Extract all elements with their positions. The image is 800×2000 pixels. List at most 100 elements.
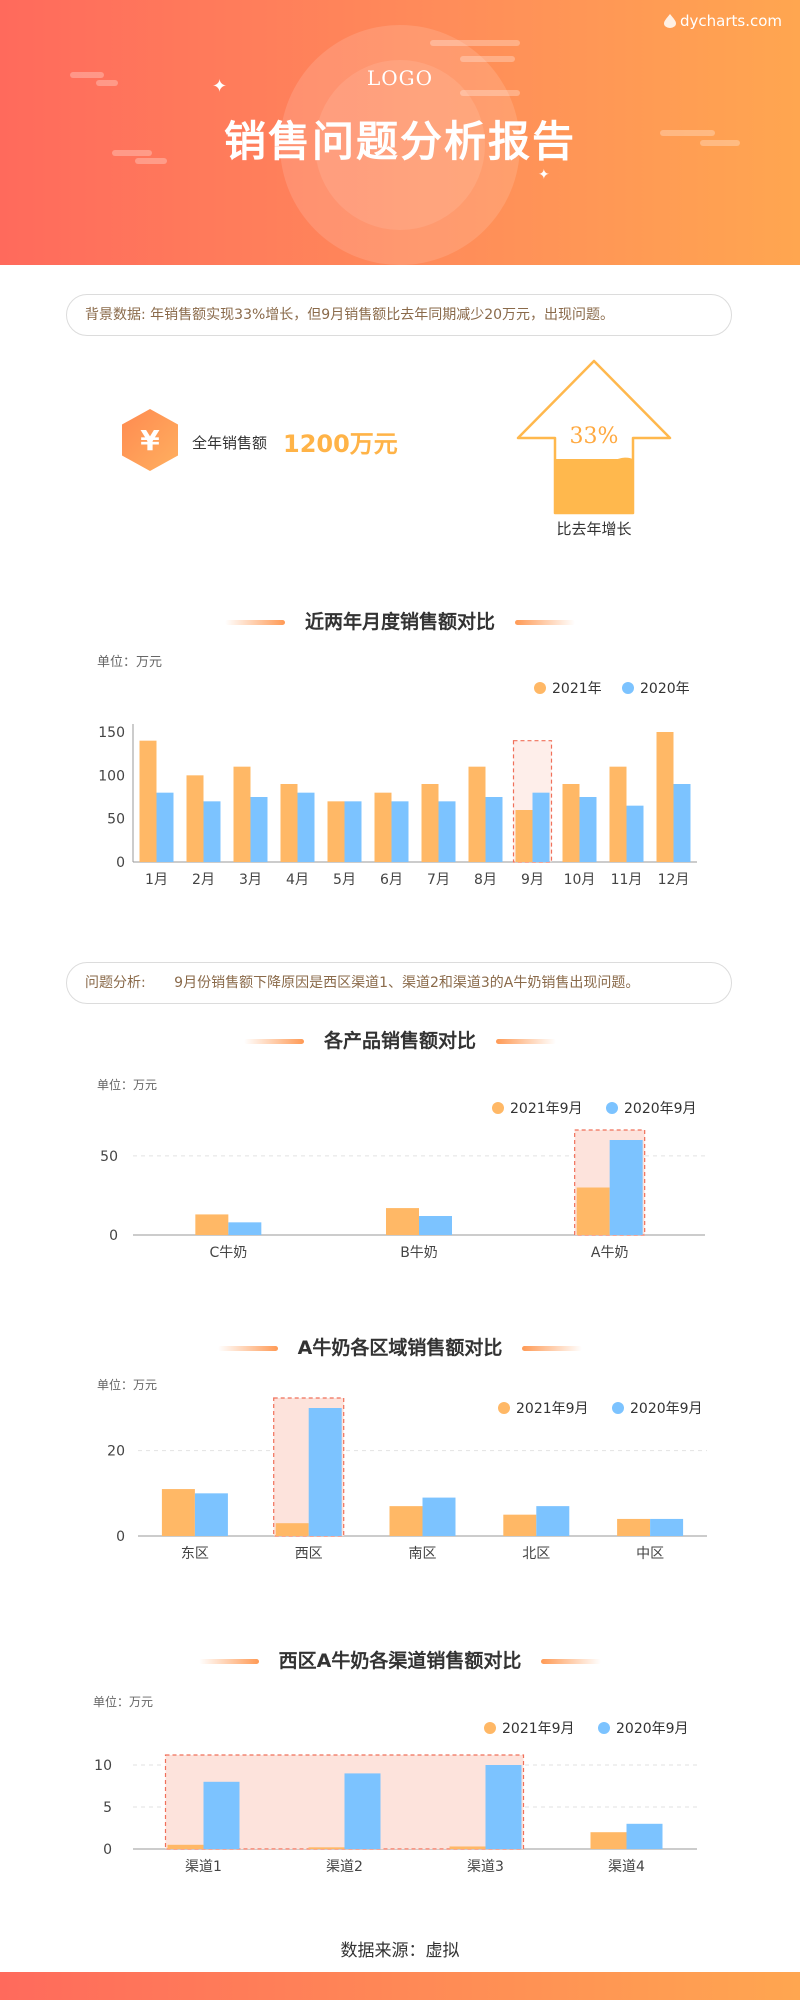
bar-2021 [468, 766, 486, 862]
bar-2020 [297, 792, 315, 862]
bar-2020 [626, 805, 644, 862]
legend-marker [612, 1402, 624, 1414]
y-tick-label: 0 [109, 1228, 118, 1244]
growth-percent: 33% [569, 424, 619, 449]
bar-2020 [308, 1408, 342, 1536]
bar-2021 [449, 1846, 486, 1849]
bar-2021 [609, 766, 627, 862]
bar-2020 [485, 1765, 522, 1849]
bar-2020 [391, 801, 409, 862]
legend-marker [622, 682, 634, 694]
bar-2021 [374, 792, 392, 862]
bar-2020 [579, 797, 597, 862]
y-tick-label: 5 [103, 1800, 112, 1816]
yuan-symbol: ¥ [140, 424, 160, 457]
section-title: 西区A牛奶各渠道销售额对比 [0, 1646, 800, 1673]
bar-2021 [195, 1214, 229, 1235]
bar-2021 [275, 1523, 309, 1536]
kpi-label: 全年销售额 [192, 434, 268, 452]
background-note-label: 背景数据: [85, 307, 146, 323]
x-tick-label: B牛奶 [400, 1245, 438, 1261]
title-decor [243, 1039, 304, 1044]
bar-2021 [421, 784, 439, 862]
bar-2021 [515, 810, 533, 862]
chart4-unit: 单位：万元 [93, 1695, 154, 1709]
bar-2020 [228, 1222, 262, 1235]
brand-name: dycharts.com [679, 12, 782, 30]
header-banner: ✦ ✦ dycharts.com LOGO 销售问题分析报告 [0, 0, 800, 265]
x-tick-label: C牛奶 [209, 1245, 247, 1261]
bar-2020 [203, 801, 221, 862]
x-tick-label: 渠道2 [326, 1859, 363, 1875]
y-tick-label: 50 [100, 1149, 118, 1165]
bar-2021 [562, 784, 580, 862]
legend-marker [492, 1102, 504, 1114]
bar-2020 [536, 1506, 570, 1536]
brand-link[interactable]: dycharts.com [663, 12, 782, 30]
bar-2020 [250, 797, 268, 862]
y-tick-label: 20 [107, 1444, 125, 1460]
y-tick-label: 10 [94, 1758, 112, 1774]
decor-circle [280, 25, 520, 265]
decor-stripe [96, 80, 118, 86]
bar-2020 [419, 1216, 452, 1235]
y-tick-label: 0 [116, 1529, 125, 1545]
chart2-unit: 单位：万元 [97, 1078, 158, 1092]
bar-2021 [386, 1208, 419, 1235]
x-tick-label: 3月 [239, 872, 262, 888]
y-tick-label: 0 [116, 855, 125, 871]
bar-2021 [186, 775, 204, 862]
x-tick-label: 北区 [522, 1546, 550, 1562]
section-title: 近两年月度销售额对比 [0, 607, 800, 634]
analysis-note-label: 问题分析: [85, 975, 146, 991]
page-title: 销售问题分析报告 [223, 117, 576, 166]
kpi-value: 1200万元 [283, 430, 398, 458]
background-note: 背景数据: 年销售额实现33%增长，但9月销售额比去年同期减少20万元，出现问题… [66, 294, 732, 336]
legend-label: 2020年 [640, 681, 690, 697]
y-tick-label: 50 [107, 812, 125, 828]
bar-2021 [576, 1187, 610, 1235]
bar-2020 [422, 1497, 456, 1536]
bar-2020 [532, 792, 550, 862]
sparkle-icon: ✦ [212, 76, 228, 97]
chart-product-sales: 0 50 C牛奶 B牛奶 A牛奶 2021年9月 2020年9月 [100, 1101, 705, 1261]
chart1-title: 近两年月度销售额对比 [304, 611, 495, 633]
bar-2020 [485, 797, 503, 862]
decor-stripe [660, 130, 715, 136]
bar-2021 [389, 1506, 423, 1536]
section-title: 各产品销售额对比 [0, 1026, 800, 1053]
chart4-title: 西区A牛奶各渠道销售额对比 [278, 1650, 522, 1672]
decor-stripe [700, 140, 740, 146]
title-decor [541, 1659, 602, 1664]
x-tick-label: 6月 [380, 872, 403, 888]
legend-label: 2021年9月 [502, 1721, 575, 1737]
decor-stripe [70, 72, 104, 78]
growth-label: 比去年增长 [556, 520, 632, 538]
x-tick-label: 东区 [181, 1546, 209, 1562]
x-tick-label: 12月 [658, 872, 690, 888]
decor-stripe [135, 158, 167, 164]
title-decor [198, 1659, 259, 1664]
title-decor [515, 620, 575, 625]
bar-2020 [194, 1493, 228, 1536]
section-title: A牛奶各区域销售额对比 [0, 1333, 800, 1360]
x-tick-label: 4月 [286, 872, 309, 888]
yuan-hexagon-icon: ¥ [122, 409, 178, 471]
chart-region-sales: 0 20 东区 西区 南区 北区 中区 2021年9月 2020年9月 [107, 1397, 707, 1562]
bar-2020 [156, 792, 174, 862]
chart-channel-sales: 0 5 10 渠道1 渠道2 渠道3 渠道4 2021年9月 2020年9月 [94, 1721, 697, 1875]
x-tick-label: 渠道1 [185, 1859, 222, 1875]
bar-2020 [203, 1781, 240, 1849]
decor-stripe [112, 150, 152, 156]
x-tick-label: 10月 [564, 872, 596, 888]
x-tick-label: 11月 [611, 872, 643, 888]
bar-2021 [139, 740, 157, 862]
bar-2020 [344, 1773, 381, 1849]
title-decor [224, 620, 285, 625]
footer-bar [0, 1972, 800, 2000]
bar-2021 [308, 1847, 345, 1849]
y-tick-label: 0 [103, 1842, 112, 1858]
x-tick-label: A牛奶 [591, 1245, 629, 1261]
legend-label: 2020年9月 [624, 1101, 697, 1117]
x-tick-label: 9月 [521, 872, 544, 888]
